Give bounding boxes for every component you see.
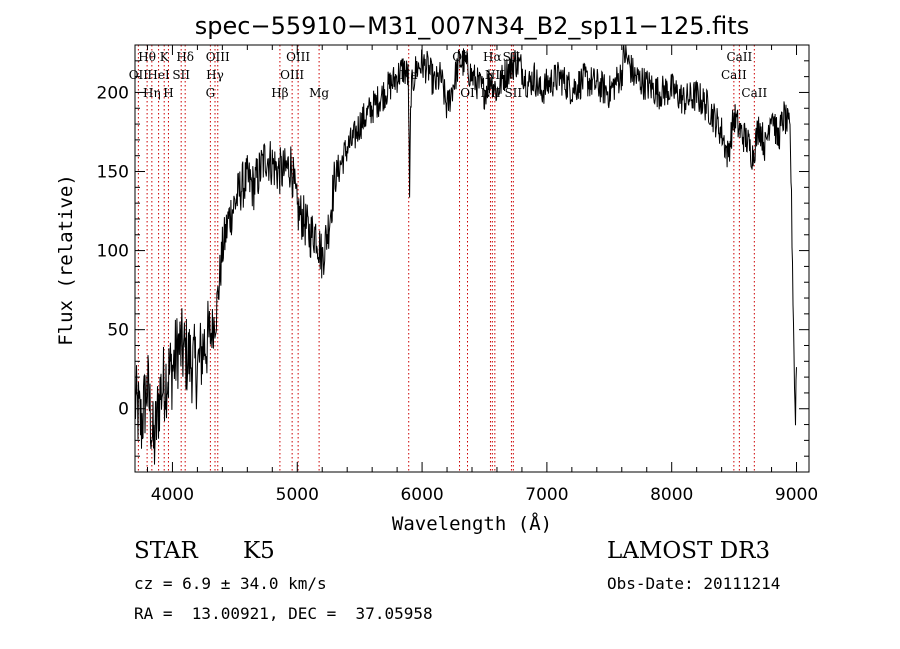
chart-title: spec−55910−M31_007N34_B2_sp11−125.fits [195,12,749,40]
x-axis-label: Wavelength (Å) [392,512,552,535]
line-marker-label: CaII [721,68,747,82]
line-marker-label: OIII [206,50,230,64]
line-marker-label: Hδ [176,50,194,64]
line-marker-label: G [206,86,216,100]
observation-date: Obs-Date: 20111214 [607,574,781,593]
line-marker-label: CaII [741,86,767,100]
x-axis: 4000 5000 6000 7000 8000 9000 [146,45,818,505]
line-marker-label: Hη [143,86,161,100]
object-subclass: K5 [243,538,275,564]
y-axis-label: Flux (relative) [55,174,77,346]
ra-dec-coordinates: RA = 13.00921, DEC = 37.05958 [134,604,433,623]
line-marker-label: OIII [280,68,304,82]
redshift-cz: cz = 6.9 ± 34.0 km/s [134,574,327,593]
y-tick-label: 50 [107,321,129,341]
x-tick-label: 9000 [775,485,818,505]
object-class: STAR [134,538,198,564]
line-marker-label: CaII [726,50,752,64]
line-marker-label: SII [172,68,190,82]
emission-line-markers: HθOIIHηHeIKHSIIHδGOIIIHγHβOIIIOIIIMgNaOI… [129,45,767,472]
line-marker-label: OI [460,86,475,100]
survey-name: LAMOST DR3 [607,538,771,564]
x-tick-label: 4000 [151,485,194,505]
x-tick-label: 7000 [525,485,568,505]
line-marker-label: Mg [309,86,329,100]
line-marker-label: Hα [483,50,502,64]
x-tick-label: 5000 [276,485,319,505]
line-marker-label: OII [129,68,149,82]
spectrum-line [134,44,797,465]
line-marker-label: OIII [286,50,310,64]
x-tick-label: 6000 [400,485,443,505]
y-tick-label: 100 [97,242,129,262]
line-marker-label: K [160,50,170,64]
y-tick-label: 0 [118,400,129,420]
line-marker-label: HeI [147,68,170,82]
line-marker-label: Hβ [271,86,288,100]
line-marker-label: SII [504,86,522,100]
x-tick-label: 8000 [650,485,693,505]
y-tick-label: 150 [97,163,129,183]
line-marker-label: H [163,86,173,100]
y-tick-label: 200 [97,83,129,103]
y-axis: 0 50 100 150 200 [97,60,809,457]
line-marker-label: Hθ [138,50,156,64]
line-marker-label: Hγ [206,68,224,82]
